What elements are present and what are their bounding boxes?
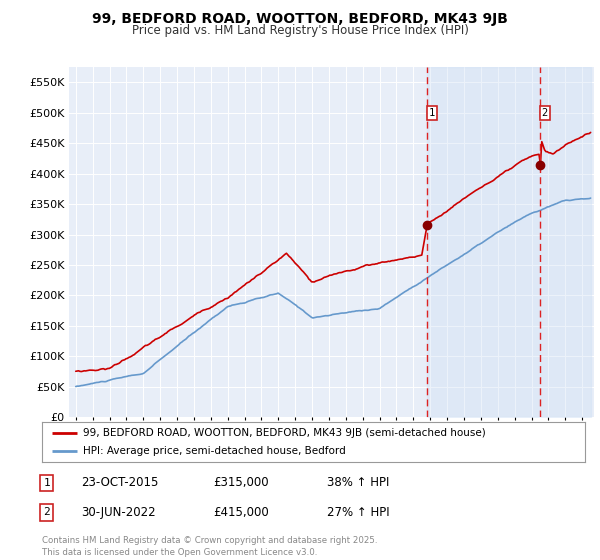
Text: 30-JUN-2022: 30-JUN-2022 [81,506,155,519]
Text: 99, BEDFORD ROAD, WOOTTON, BEDFORD, MK43 9JB (semi-detached house): 99, BEDFORD ROAD, WOOTTON, BEDFORD, MK43… [83,428,485,437]
Text: 2: 2 [43,507,50,517]
Text: Contains HM Land Registry data © Crown copyright and database right 2025.
This d: Contains HM Land Registry data © Crown c… [42,536,377,557]
Text: £315,000: £315,000 [213,476,269,489]
Text: 27% ↑ HPI: 27% ↑ HPI [327,506,389,519]
Text: £415,000: £415,000 [213,506,269,519]
Text: 2: 2 [542,108,548,118]
Text: 1: 1 [43,478,50,488]
Text: 99, BEDFORD ROAD, WOOTTON, BEDFORD, MK43 9JB: 99, BEDFORD ROAD, WOOTTON, BEDFORD, MK43… [92,12,508,26]
Text: Price paid vs. HM Land Registry's House Price Index (HPI): Price paid vs. HM Land Registry's House … [131,24,469,37]
Text: 23-OCT-2015: 23-OCT-2015 [81,476,158,489]
Text: 38% ↑ HPI: 38% ↑ HPI [327,476,389,489]
Text: 1: 1 [429,108,435,118]
Text: HPI: Average price, semi-detached house, Bedford: HPI: Average price, semi-detached house,… [83,446,346,456]
